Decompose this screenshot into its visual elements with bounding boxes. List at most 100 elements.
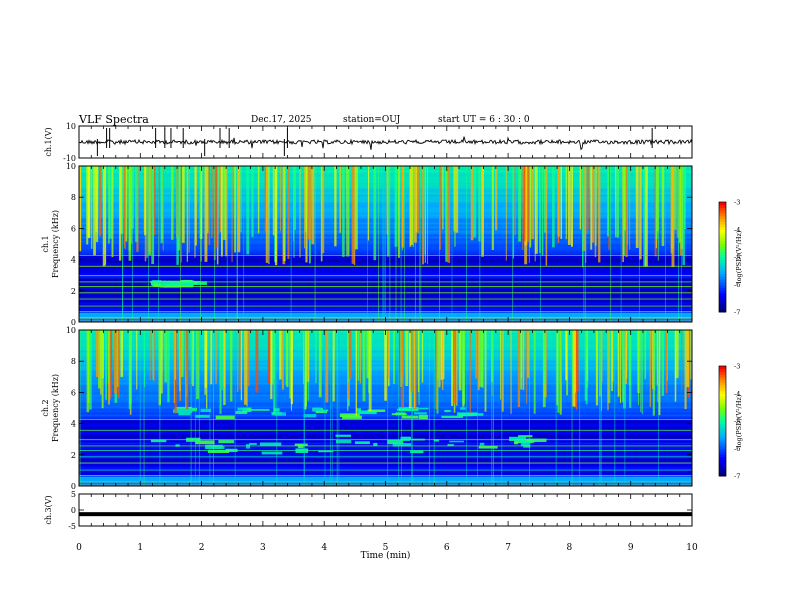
ch1-spectrogram-heatmap <box>79 166 692 322</box>
ch1-spectrogram-sferic <box>552 166 555 248</box>
ch1-waveform-ytick-label: 10 <box>66 122 76 131</box>
ch2-spectrogram-sferic <box>533 330 536 414</box>
ch1-spectrogram-sferic <box>339 166 341 233</box>
ch1-spectrogram-ytick-label: 4 <box>71 256 76 265</box>
ch2-spectrogram-colorbar-cell <box>719 465 726 469</box>
ch2-spectrogram-sferic <box>479 330 483 387</box>
ch1-spectrogram-streak <box>451 166 453 322</box>
ch1-spectrogram-sferic <box>180 166 183 263</box>
ch2-spectrogram-emission <box>509 436 527 442</box>
ch2-spectrogram-sferic <box>164 330 168 383</box>
ch2-spectrogram-streak <box>555 330 557 486</box>
x-tick-label: 1 <box>137 543 143 553</box>
ch1-ylabel: ch.1(V) <box>44 127 53 156</box>
ch2-spectrogram-emission <box>441 415 463 418</box>
ch2-spectrogram-colorbar-cell <box>719 374 726 378</box>
ch2-spectrogram-sferic <box>644 330 647 380</box>
ch1-spectrogram-sferic <box>176 166 179 265</box>
ch2-spectrogram-ytick-label: 2 <box>71 451 76 460</box>
ch2-spectrogram-row <box>79 414 692 417</box>
ch2-spectrogram-streak <box>324 330 326 486</box>
ch1-spectrogram-tone <box>79 286 692 288</box>
ch1-spectrogram-streak <box>236 166 238 322</box>
ch1-spectrogram-sferic <box>219 166 222 233</box>
ch2-spectrogram-sferic <box>442 330 444 390</box>
ch1-spectrogram-colorbar-cell <box>719 270 726 274</box>
ch1-spectrogram-sferic <box>523 166 526 242</box>
ch1-spectrogram-colorbar-cell <box>719 257 726 261</box>
ch2-spectrogram-sferic <box>598 330 602 397</box>
ch1-spectrogram-sferic <box>412 166 414 247</box>
ch1-spectrogram-colorbar-cell <box>719 235 726 239</box>
ch1-spectrogram-sferic <box>283 166 286 262</box>
ch2-spectrogram-sferic <box>517 330 521 408</box>
ch2-spectrogram-sferic <box>674 330 678 379</box>
ch1-spectrogram-tone <box>79 292 692 294</box>
ch2-spectrogram-emission <box>457 412 478 416</box>
ch1-spectrogram-streak <box>367 166 369 322</box>
ch2-spectrogram-streak <box>143 330 145 486</box>
ch2-spectrogram-sferic <box>526 330 528 405</box>
x-tick-label: 8 <box>567 543 573 553</box>
ch2-spectrogram-row <box>79 426 692 429</box>
date-label: Dec.17, 2025 <box>251 115 312 125</box>
ch1-spectrogram-emission <box>171 282 193 288</box>
ch2-spectrogram-sferic <box>305 330 307 407</box>
ch2-spectrogram-tone <box>79 418 692 420</box>
ch1-spectrogram-sferic <box>529 166 532 248</box>
ch2-spectrogram-emission <box>367 409 386 412</box>
ch1-spectrogram-sferic <box>125 166 128 242</box>
ch2-spectrogram-emission <box>514 441 519 445</box>
ch2-spectrogram-sferic <box>456 330 458 406</box>
ch1-spectrogram-sferic <box>265 166 268 263</box>
x-tick-label: 7 <box>505 543 511 553</box>
ch2-spectrogram-sferic <box>289 330 292 399</box>
ch1-spectrogram-ytick-label: 0 <box>71 318 76 327</box>
ch2-spectrogram-streak <box>303 330 305 486</box>
ch1-spectrogram-emission <box>159 283 168 288</box>
x-tick-label: 10 <box>686 543 698 553</box>
ch1-spectrogram-colorbar-cell <box>719 237 726 241</box>
ch2-spectrogram-colorbar-cell <box>719 407 726 411</box>
ch2-spectrogram-tone <box>79 429 692 431</box>
ch1-spectrogram-sferic <box>673 166 677 230</box>
ch1-spectrogram-sferic <box>90 166 93 249</box>
ch2-spectrogram-sferic <box>240 330 242 401</box>
ch1-spectrogram-colorbar-cell <box>719 279 726 283</box>
ch2-spectrogram-tone <box>79 469 692 471</box>
ch1-spectrogram-sferic <box>152 166 156 236</box>
ch2-spectrogram-emission <box>433 439 440 442</box>
ch1-spectrogram-streak <box>214 166 215 322</box>
ch2-spectrogram-emission <box>207 449 230 454</box>
ch2-spectrogram-colorbar-cell <box>719 371 726 375</box>
ch2-spectrogram-streak <box>159 330 161 486</box>
ch2-spectrogram-sferic <box>438 330 441 388</box>
ch2-spectrogram-row <box>79 468 692 471</box>
ch1-spectrogram-sferic <box>234 166 237 253</box>
ch1-spectrogram-sferic <box>284 166 286 253</box>
ch2-spectrogram-sferic <box>619 330 621 397</box>
x-tick-label: 6 <box>444 543 450 553</box>
ch2-spectrogram-colorbar-cell <box>719 467 726 471</box>
ch2-spectrogram-colorbar-cell <box>719 399 726 403</box>
ch1-spectrogram-sferic <box>353 166 356 266</box>
ch1-spectrogram-sferic <box>586 166 588 235</box>
ch2-spectrogram-emission <box>373 442 378 447</box>
ch2-spectrogram-sferic <box>248 330 250 387</box>
ch1-spectrogram-sferic <box>671 166 675 268</box>
ch2-spectrogram-colorbar-cell <box>719 423 726 427</box>
ch2-spectrogram-streak <box>571 330 573 486</box>
ch1-spectrogram-colorbar-tick: -5 <box>734 254 740 262</box>
ch2-spectrogram-streak <box>330 330 331 486</box>
ch1-spectrogram-colorbar-cell <box>719 210 726 214</box>
ch2-spectrogram-streak <box>336 330 338 486</box>
ch1-spectrogram-sferic <box>294 166 296 230</box>
ch1-spectrogram-sferic <box>120 166 124 234</box>
ch1-spectrogram-colorbar-cell <box>719 246 726 250</box>
ch1-spectrogram-sferic <box>231 166 233 262</box>
ch1-spectrogram-sferic <box>582 166 584 242</box>
ch2-spectrogram-emission <box>200 408 212 413</box>
ch2-spectrogram-colorbar-cell <box>719 415 726 419</box>
ch1-spectrogram-sferic <box>386 166 389 235</box>
ch1-spectrogram-colorbar-cell <box>719 229 726 233</box>
